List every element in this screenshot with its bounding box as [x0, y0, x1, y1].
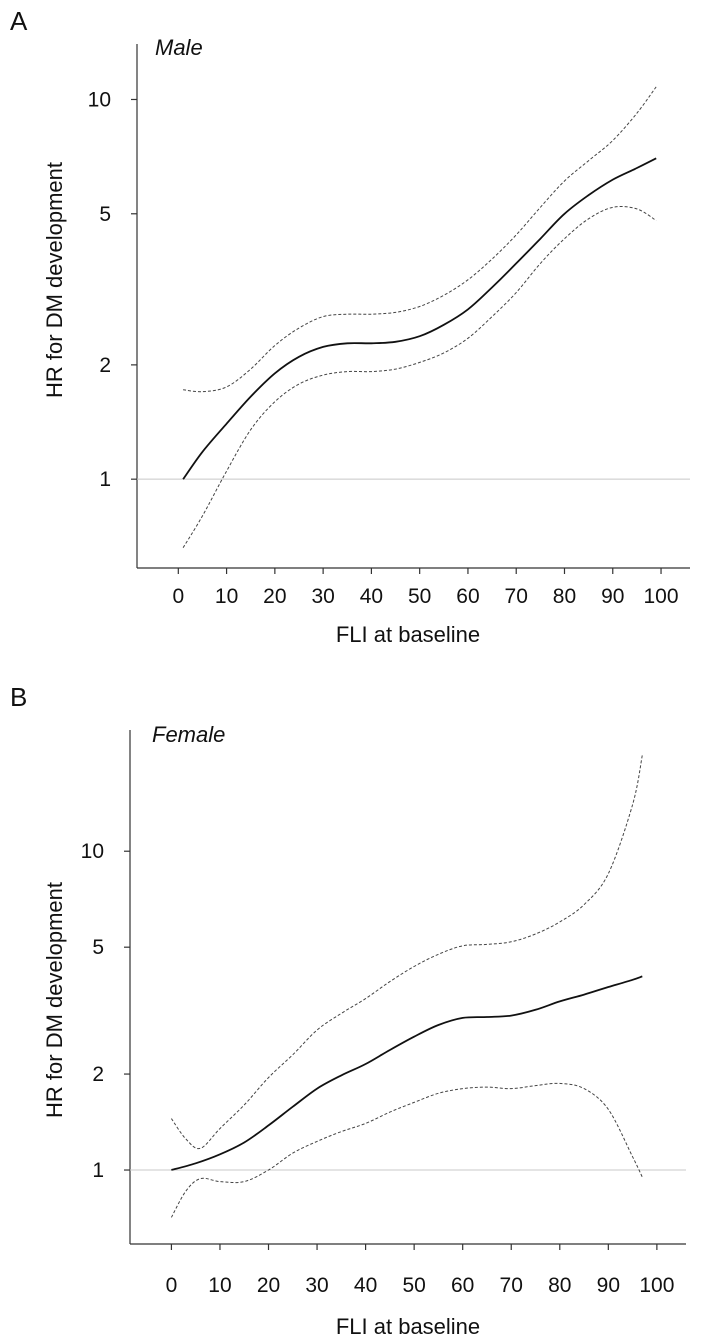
panel-a-x-tick-label: 40	[360, 585, 383, 608]
panel-b-x-tick-label: 0	[166, 1274, 178, 1297]
panel-a-upper-ci-line	[183, 86, 657, 393]
panel-b-x-tick-label: 80	[548, 1274, 571, 1297]
panel-b-x-tick-label: 60	[451, 1274, 474, 1297]
panel-b-x-axis-title: FLI at baseline	[336, 1314, 480, 1339]
panel-b-x-tick-label: 30	[305, 1274, 328, 1297]
panel-a-x-axis-title: FLI at baseline	[336, 622, 480, 647]
panel-b-x-tick-label: 90	[597, 1274, 620, 1297]
panel-a-x-tick-label: 100	[644, 585, 679, 608]
panel-b-lower-ci-line	[170, 1082, 643, 1218]
panel-b-x-tick-label: 20	[257, 1274, 280, 1297]
panel-b-x-tick-label: 70	[500, 1274, 523, 1297]
panel-a-x-tick-label: 60	[456, 585, 479, 608]
panel-a-x-tick-label: 80	[553, 585, 576, 608]
panel-b-y-tick-label: 5	[92, 936, 104, 959]
panel-b-x-tick-label: 100	[639, 1274, 674, 1297]
panel-b-estimate-line	[171, 975, 643, 1171]
panel-a-y-tick-label: 5	[99, 203, 111, 226]
panel-a-y-axis-title: HR for DM development	[42, 162, 67, 398]
panel-b-label: B	[10, 682, 27, 712]
panel-a-x-tick-label: 30	[311, 585, 334, 608]
panel-a-estimate-line	[182, 157, 657, 480]
panel-a-y-tick-label: 10	[88, 88, 111, 111]
panel-b-y-tick-label: 1	[92, 1159, 104, 1182]
panel-b-x-tick-label: 10	[208, 1274, 231, 1297]
panel-b-y-tick-label: 2	[92, 1063, 104, 1086]
panel-a-y-tick-label: 2	[99, 354, 111, 377]
panel-b-y-axis-title: HR for DM development	[42, 882, 67, 1118]
panel-b-upper-ci-line	[170, 755, 643, 1150]
panel-a-x-tick-label: 0	[172, 585, 184, 608]
panel-a-label: A	[10, 6, 28, 36]
panel-b-title: Female	[152, 722, 225, 747]
panel-b: B Female HR for DM development FLI at ba…	[10, 682, 686, 1339]
panel-a-lower-ci-line	[182, 206, 657, 548]
panel-a-title: Male	[155, 35, 203, 60]
panel-b-y-tick-label: 10	[81, 840, 104, 863]
panel-b-x-tick-label: 40	[354, 1274, 377, 1297]
panel-a-x-tick-label: 90	[601, 585, 624, 608]
panel-a-y-tick-label: 1	[99, 468, 111, 491]
panel-a: A Male HR for DM development FLI at base…	[10, 6, 690, 647]
panel-a-x-tick-label: 70	[505, 585, 528, 608]
panel-a-x-tick-label: 50	[408, 585, 431, 608]
panel-a-x-tick-label: 10	[215, 585, 238, 608]
panel-b-x-tick-label: 50	[402, 1274, 425, 1297]
panel-a-x-tick-label: 20	[263, 585, 286, 608]
